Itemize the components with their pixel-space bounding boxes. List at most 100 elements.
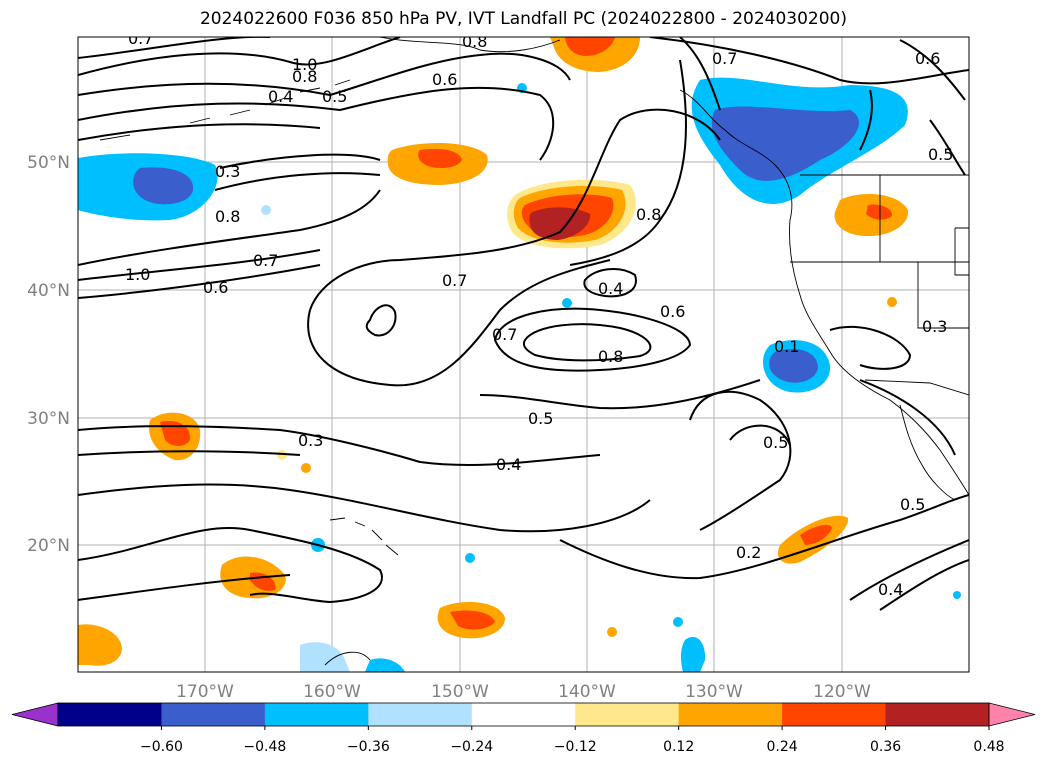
longitude-labels: 170°W 160°W 150°W 140°W 130°W 120°W [176, 682, 871, 702]
pv-contours [78, 37, 969, 611]
colorbar-segment [58, 703, 162, 726]
pos-blob-corner [78, 624, 122, 666]
contour-low-3 [78, 483, 651, 533]
southern-coast [324, 651, 371, 666]
colorbar-tick-label: −0.12 [554, 739, 597, 755]
contour-label: 0.8 [598, 347, 623, 366]
contour-label: 0.4 [598, 279, 623, 298]
colorbar-segment [782, 703, 887, 726]
contour-label: 0.5 [528, 409, 553, 428]
contour-label: 0.3 [922, 317, 947, 336]
contour-low-2 [78, 450, 301, 456]
contour-label: 0.7 [442, 271, 467, 290]
colorbar-tick-label: −0.48 [243, 739, 286, 755]
contour-label: 0.5 [900, 495, 925, 514]
contour-pnw-2 [679, 37, 721, 111]
contour-label: 0.3 [215, 162, 240, 181]
colorbar-tick-label: −0.24 [450, 739, 493, 755]
colorbar-segment [161, 703, 266, 726]
contour-label: 0.5 [322, 87, 347, 106]
contour-ring-1 [309, 108, 721, 311]
lon-label-160w: 160°W [303, 682, 361, 702]
contour-pnw-3 [859, 89, 873, 151]
colorbar-segment [575, 703, 680, 726]
contour-south-2 [78, 574, 291, 601]
colorbar-tick-label: 0.48 [973, 739, 1004, 755]
border-state-5 [954, 227, 969, 276]
contour-right-2 [729, 424, 791, 446]
contour-label: 0.7 [492, 325, 517, 344]
contour-south-3 [559, 494, 969, 580]
neg-dot-g [953, 591, 961, 599]
colorbar-segment [678, 703, 783, 726]
border-state-3 [917, 262, 969, 329]
contour-mid-2 [78, 249, 321, 281]
colorbar-extend-max [988, 702, 1036, 727]
colorbar-tick-label: 0.12 [663, 739, 694, 755]
contour-label: 0.4 [878, 580, 903, 599]
contour-right-1 [689, 390, 792, 531]
contour-label: 0.1 [774, 337, 799, 356]
contour-south-1 [78, 526, 383, 604]
contour-pnw-4 [899, 39, 966, 101]
contour-top-4 [78, 86, 555, 161]
colorbar: −0.60 −0.48 −0.36 −0.24 −0.12 0.12 0.24 0.36 0.4… [11, 702, 1036, 755]
neg-blob-west-core [133, 167, 194, 205]
colorbar-tick-label: −0.36 [347, 739, 390, 755]
contour-label: 0.8 [462, 32, 487, 51]
contour-mid-loop [479, 379, 761, 410]
contour-top-2 [78, 37, 401, 76]
neg-dot-d [562, 298, 572, 308]
neg-dot-c [261, 205, 271, 215]
lat-label-30n: 30°N [27, 409, 70, 429]
hawaii-islands [329, 517, 399, 556]
contour-label: 0.7 [712, 49, 737, 68]
contour-label: 0.4 [268, 87, 293, 106]
contour-label: 0.5 [763, 433, 788, 452]
contour-upper-1 [219, 153, 381, 169]
contour-east-lower [849, 539, 969, 601]
colorbar-segments [11, 702, 1036, 727]
contour-small-ring [365, 304, 397, 337]
pos-blob-central-core [529, 207, 591, 240]
pos-blob-top-core [565, 37, 615, 56]
colorbar-segment [264, 703, 369, 726]
contour-pnw-1 [649, 37, 969, 85]
colorbar-ticks: −0.60 −0.48 −0.36 −0.24 −0.12 0.12 0.24 0.36 0.4… [140, 726, 1005, 755]
colorbar-tick-label: 0.36 [870, 739, 901, 755]
neg-blob-south-mid [365, 658, 405, 672]
contour-right-east-1 [829, 325, 912, 370]
contour-right-east-2 [859, 379, 956, 456]
contour-mid-1 [78, 189, 381, 266]
contour-upper-2 [214, 172, 381, 191]
contour-label: 0.8 [636, 205, 661, 224]
pos-dot-c [887, 297, 897, 307]
contour-east-lower-2 [879, 559, 969, 611]
border-state-4 [864, 379, 969, 396]
pos-dot-a [301, 463, 311, 473]
neg-blob-california-core [769, 348, 818, 383]
alaska-coast [379, 37, 561, 53]
latitude-labels: 50°N 40°N 30°N 20°N [27, 153, 70, 556]
lat-label-20n: 20°N [27, 536, 70, 556]
contour-label: 0.6 [660, 302, 685, 321]
lon-label-140w: 140°W [558, 682, 616, 702]
pos-blob-north-central-core [418, 148, 462, 168]
contour-label: 0.7 [128, 29, 153, 48]
coastline-baja [899, 404, 956, 501]
colorbar-outline [57, 702, 990, 727]
map-title: 2024022600 F036 850 hPa PV, IVT Landfall… [199, 9, 847, 29]
contour-label-group: 0.7 1.0 0.8 0.6 0.4 0.5 0.8 0.7 0.6 0.5 … [125, 29, 953, 599]
pos-blob-oregon-core [866, 204, 893, 220]
contour-right-ring [583, 268, 637, 298]
neg-blob-south-right [680, 636, 706, 672]
colorbar-extend-min [11, 702, 59, 727]
neg-dot-b [465, 553, 475, 563]
contour-label: 1.0 [292, 55, 317, 74]
contour-label: 0.7 [253, 251, 278, 270]
contour-label: 0.6 [915, 49, 940, 68]
neg-blob-south-left [300, 642, 350, 672]
contour-label: 0.6 [432, 70, 457, 89]
lon-label-120w: 120°W [813, 682, 871, 702]
neg-blob-pacific-northwest-core [711, 106, 859, 181]
